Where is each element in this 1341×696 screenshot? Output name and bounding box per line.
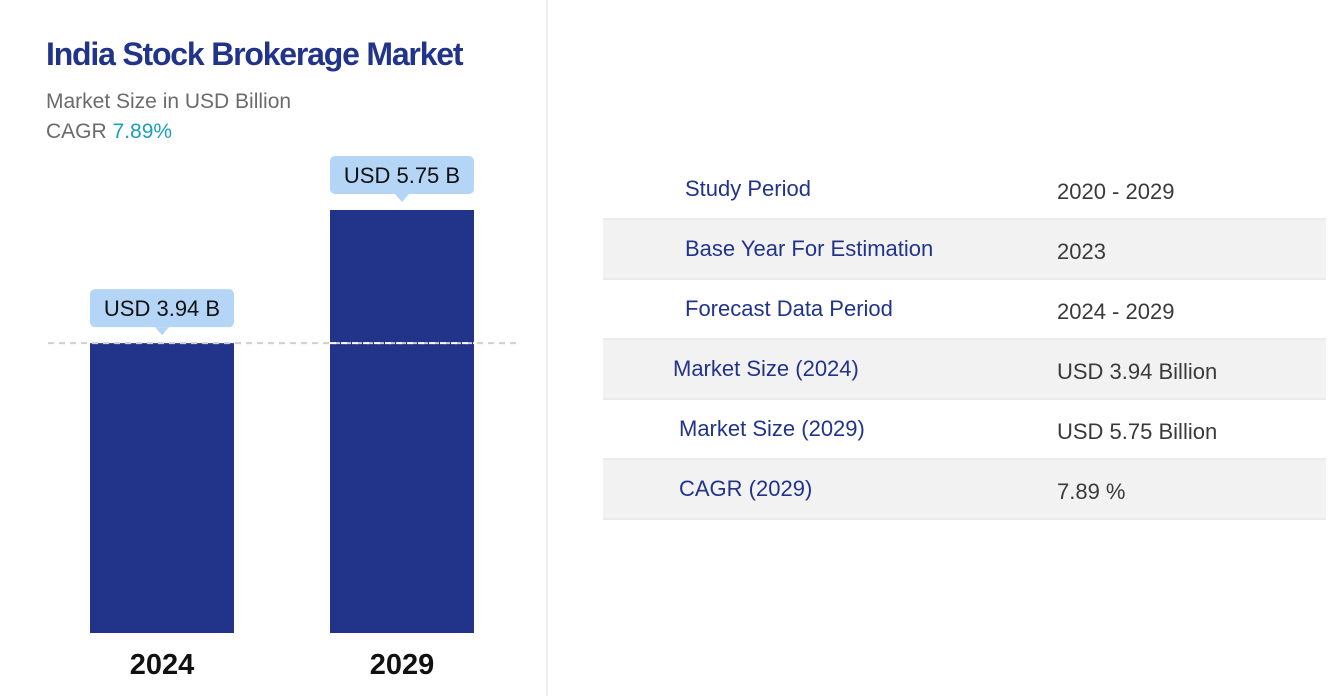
cagr-label: CAGR	[46, 120, 107, 143]
chart-title: India Stock Brokerage Market	[46, 36, 464, 72]
value-callout-2029: USD 5.75 B	[330, 156, 474, 202]
bar-chart: 2024 USD 3.94 B 2029 USD 5.75 B	[48, 156, 520, 681]
table-row-market-size-2029: Market Size (2029) USD 5.75 Billion	[603, 400, 1326, 460]
row-label: CAGR (2029)	[679, 476, 813, 501]
table-row-forecast-period: Forecast Data Period 2024 - 2029	[603, 280, 1326, 340]
row-label: Base Year For Estimation	[685, 236, 934, 261]
table-row-base-year: Base Year For Estimation 2023	[603, 220, 1326, 280]
row-value: USD 5.75 Billion	[1057, 419, 1218, 444]
row-value: 2020 - 2029	[1057, 179, 1175, 204]
bar-2024	[90, 343, 234, 633]
row-label: Market Size (2029)	[679, 416, 865, 441]
value-callout-2024: USD 3.94 B	[90, 289, 234, 336]
row-value: 2024 - 2029	[1057, 299, 1175, 324]
bar-2029	[330, 210, 474, 633]
cagr-summary: CAGR 7.89%	[46, 120, 172, 144]
row-label: Market Size (2024)	[673, 356, 859, 381]
chart-panel: India Stock Brokerage Market Market Size…	[0, 0, 546, 696]
table-row-cagr: CAGR (2029) 7.89 %	[603, 460, 1326, 520]
row-value: 2023	[1057, 239, 1106, 264]
chart-subtitle: Market Size in USD Billion	[46, 90, 292, 113]
table-row-market-size-2024: Market Size (2024) USD 3.94 Billion	[603, 340, 1326, 400]
data-label-2029: USD 5.75 B	[344, 163, 460, 188]
row-value: USD 3.94 Billion	[1057, 359, 1218, 384]
cagr-value: 7.89%	[112, 120, 173, 143]
row-label: Study Period	[685, 176, 811, 201]
x-tick-label-2029: 2029	[370, 649, 435, 681]
x-tick-label-2024: 2024	[130, 649, 195, 681]
row-label: Forecast Data Period	[685, 296, 893, 321]
table-row-study-period: Study Period 2020 - 2029	[603, 160, 1326, 220]
data-label-2024: USD 3.94 B	[104, 296, 220, 321]
panel-divider	[546, 0, 548, 696]
summary-table: Study Period 2020 - 2029 Base Year For E…	[603, 160, 1326, 520]
row-value: 7.89 %	[1057, 479, 1126, 504]
